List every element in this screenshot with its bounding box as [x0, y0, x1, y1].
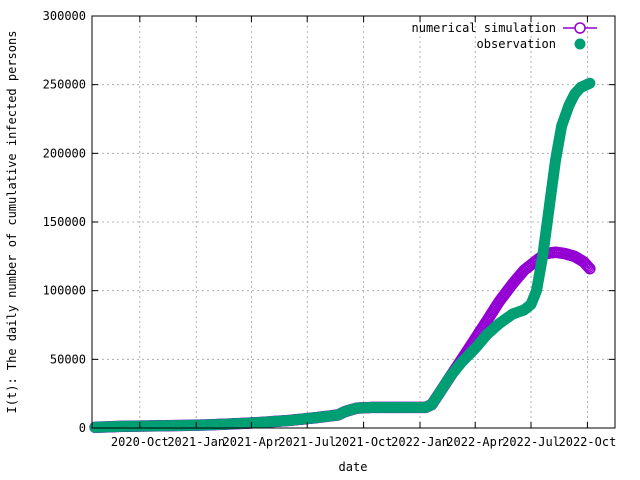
grid-lines — [92, 16, 615, 428]
axis-ticks: 0 50000 100000 150000 200000 250000 300000 2020… — [43, 9, 617, 449]
x-tick-label: 2022-Jan — [391, 435, 449, 449]
x-tick-label: 2021-Jul — [278, 435, 336, 449]
legend-marker — [574, 38, 586, 50]
legend-marker — [574, 22, 586, 34]
legend: numerical simulation observation — [412, 21, 597, 51]
x-tick-label: 2021-Jan — [167, 435, 225, 449]
x-axis-label: date — [339, 460, 368, 474]
y-tick-label: 50000 — [50, 352, 86, 366]
data-point — [584, 262, 596, 275]
x-tick-label: 2021-Oct — [335, 435, 393, 449]
y-tick-label: 150000 — [43, 215, 86, 229]
x-tick-label: 2020-Oct — [111, 435, 169, 449]
legend-label: observation — [477, 37, 556, 51]
y-tick-label: 250000 — [43, 78, 86, 92]
y-tick-label: 300000 — [43, 9, 86, 23]
x-tick-label: 2022-Jul — [502, 435, 560, 449]
x-tick-label: 2022-Apr — [446, 435, 504, 449]
data-point — [584, 77, 596, 89]
data-point — [582, 261, 595, 274]
y-tick-label: 100000 — [43, 284, 86, 298]
data-point — [581, 260, 594, 272]
x-tick-label: 2021-Apr — [223, 435, 281, 449]
x-tick-label: 2022-Oct — [559, 435, 617, 449]
legend-label: numerical simulation — [412, 21, 557, 35]
y-tick-label: 200000 — [43, 146, 86, 160]
y-tick-label: 0 — [79, 421, 86, 435]
y-axis-label: I(t): The daily number of cumulative inf… — [5, 31, 19, 414]
